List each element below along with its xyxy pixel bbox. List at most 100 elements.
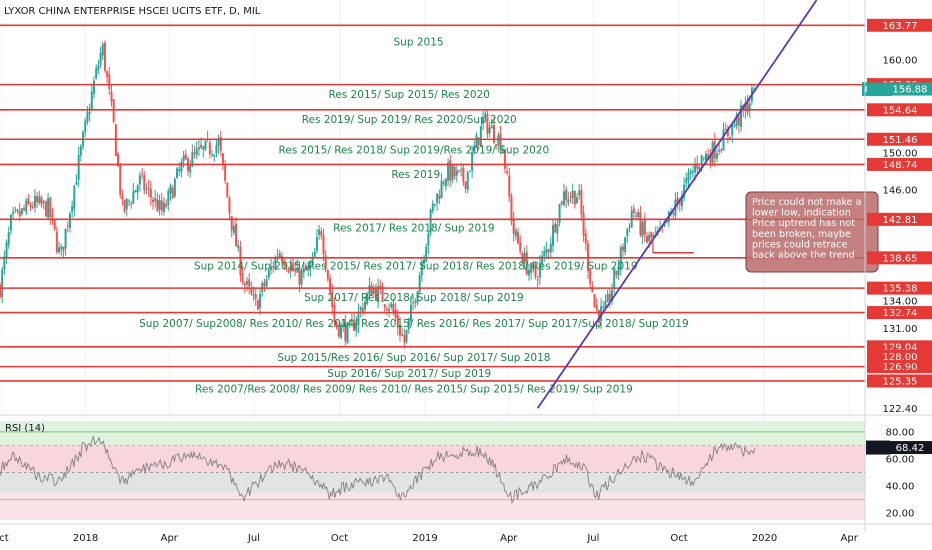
candle-body (213, 154, 216, 157)
candle-body (88, 111, 91, 114)
level-annotation: Res 2019 (391, 169, 440, 181)
candle-body (86, 112, 89, 122)
candle-body (324, 255, 327, 269)
rsi-last-value: 68.42 (896, 443, 925, 454)
time-tick-label: Apr (161, 533, 179, 544)
candle-body (204, 140, 207, 150)
candle-body (486, 114, 489, 134)
candle-body (191, 152, 194, 167)
candle-body (462, 167, 465, 182)
candle-body (250, 287, 253, 294)
candle-body (95, 68, 98, 79)
candle-body (294, 269, 297, 272)
price-pane[interactable]: Sup 2015 Res 2015/ Sup 2015/ Res 2020 Res … (0, 0, 932, 520)
candle-body (243, 283, 246, 286)
level-price-label-bg (867, 18, 932, 32)
candle-body (591, 286, 594, 293)
candle-body (47, 198, 50, 218)
candle-body (753, 89, 756, 91)
time-axis[interactable]: Oct 2018 Apr Jul Oct 2019 Apr Jul Oct 2020 Apr (0, 523, 932, 544)
candle-body (704, 153, 707, 161)
candle-body (689, 171, 692, 174)
candle-body (152, 199, 155, 203)
candle-body (359, 307, 362, 311)
candle-body (162, 202, 165, 213)
time-tick-label: 2018 (73, 533, 98, 544)
level-price-label-bg (867, 360, 932, 374)
rsi-pane[interactable]: RSI (14)RSI (0, 421, 890, 520)
time-tick-label: 2019 (412, 533, 437, 544)
candle-body (245, 281, 248, 285)
candle-body (300, 270, 303, 285)
candle-body (110, 91, 113, 102)
candle-body (632, 208, 635, 213)
candle-body (79, 145, 82, 156)
rsi-band (0, 445, 865, 473)
candle-body (617, 266, 620, 276)
candle-body (158, 200, 161, 210)
last-price-bg (867, 82, 932, 96)
candle-body (536, 279, 539, 281)
candle-body (311, 257, 314, 265)
candle-body (68, 213, 71, 228)
candle-body (517, 232, 520, 244)
rsi-line[interactable] (0, 434, 756, 505)
candle-body (232, 226, 235, 233)
candle-body (31, 207, 34, 209)
candle-body (226, 182, 229, 198)
time-tick-label: Jul (247, 533, 260, 544)
rsi-band (0, 492, 865, 520)
candle-body (272, 266, 275, 268)
note-text-line: been broken, maybe (752, 229, 851, 240)
candle-body (49, 197, 52, 218)
level-annotation: Res 2015/ Sup 2015/ Res 2020 (329, 89, 490, 101)
candle-body (1, 269, 4, 298)
candle-body (519, 242, 522, 252)
candle-body (381, 286, 384, 303)
candle-body (173, 178, 176, 197)
note-callout[interactable] (745, 191, 879, 273)
candle-body (331, 291, 334, 308)
rsi-band (0, 472, 865, 493)
rsi-title: RSI (14) (5, 423, 45, 434)
rsi-band (0, 421, 865, 446)
candle-body (348, 321, 351, 324)
candle-body (431, 203, 434, 212)
candle-body (475, 135, 478, 148)
price-axis[interactable]: 122.40 131.00 134.00 146.00 150.00 160.00 163.… (864, 0, 932, 532)
candle-body (405, 329, 408, 342)
candle-body (403, 335, 406, 343)
candle-body (440, 180, 443, 199)
candle-body (534, 267, 537, 278)
candle-body (29, 205, 32, 208)
candle-body (608, 293, 611, 302)
trendline[interactable] (536, 0, 818, 409)
level-price-label-bg (867, 132, 932, 146)
note-text: Price could not make a lower low, indicat… (752, 197, 862, 261)
level-annotation: Res 2007/Res 2008/ Res 2009/ Res 2010/ R… (195, 384, 633, 396)
candle-body (283, 260, 286, 266)
candle-body (700, 155, 703, 165)
candle-body (436, 193, 439, 204)
candle-body (350, 320, 353, 322)
candle-body (514, 230, 517, 237)
candle-body (167, 191, 170, 205)
candle-body (641, 222, 644, 237)
level-annotation: Sup 2007/ Sup2008/ Res 2010/ Res 2014/ R… (139, 318, 689, 330)
note-text-line: prices could retrace (752, 239, 847, 250)
level-price-label-bg (867, 306, 932, 320)
level-price-label: 128.00 (883, 352, 918, 363)
candle-body (639, 212, 642, 235)
candle-body (477, 137, 480, 145)
price-tick-label: 146.00 (883, 185, 918, 196)
candle-body (464, 181, 467, 189)
candle-body (66, 226, 69, 228)
candle-body (215, 145, 218, 154)
candle-body (746, 101, 749, 113)
candle-body (119, 164, 122, 195)
level-price-label-bg (867, 374, 932, 388)
candle-body (418, 274, 421, 293)
level-price-label: 154.64 (883, 105, 918, 116)
candle-body (584, 234, 587, 244)
